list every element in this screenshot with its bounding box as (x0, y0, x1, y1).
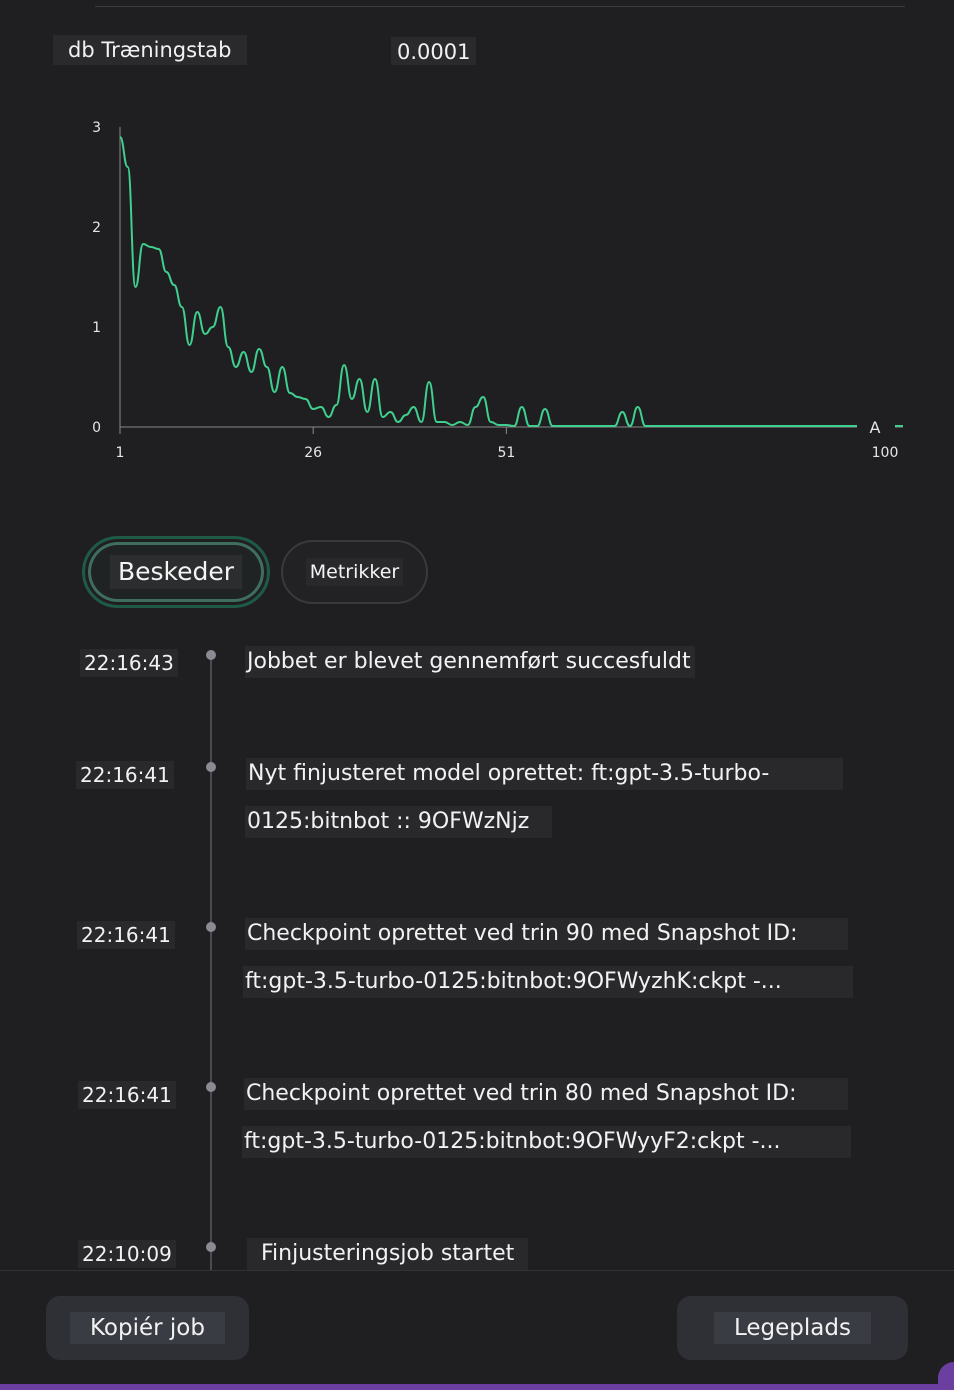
chart-marker: A (857, 416, 895, 438)
copy-job-button[interactable]: Kopiér job (46, 1296, 249, 1360)
accent-corner (938, 1362, 954, 1390)
event-text: Jobbet er blevet gennemført succesfuldt (245, 646, 695, 678)
x-tick-label: 51 (497, 445, 515, 461)
timeline-dot (206, 922, 216, 932)
accent-strip (0, 1384, 954, 1390)
tab-messages-label: Beskeder (109, 555, 243, 589)
event-text: Checkpoint oprettet ved trin 90 med Snap… (245, 918, 848, 950)
event-text: Finjusteringsjob startet (247, 1238, 529, 1270)
event-text: Checkpoint oprettet ved trin 80 med Snap… (244, 1078, 848, 1110)
metric-value: 0.0001 (391, 37, 477, 65)
x-tick-label: 26 (304, 445, 322, 461)
footer-divider (0, 1270, 954, 1271)
metric-label: db Træningstab (53, 35, 247, 65)
y-tick-label: 0 (92, 420, 101, 436)
top-divider (95, 6, 905, 7)
event-time: 22:16:43 (80, 649, 178, 677)
timeline-dot (206, 762, 216, 772)
playground-label: Legeplads (714, 1312, 871, 1344)
tab-metrics-label: Metrikker (305, 558, 404, 586)
y-tick-label: 2 (92, 220, 101, 236)
timeline-line (210, 656, 212, 1270)
copy-job-label: Kopiér job (70, 1312, 225, 1344)
event-text: Nyt finjusteret model oprettet: ft:gpt-3… (246, 758, 843, 790)
loss-series-line (119, 136, 903, 428)
tab-metrics[interactable]: Metrikker (281, 540, 428, 604)
playground-button[interactable]: Legeplads (677, 1296, 908, 1360)
event-text: ft:gpt-3.5-turbo-0125:bitnbot:9OFWyzhK:c… (243, 966, 853, 998)
y-tick-label: 3 (92, 120, 101, 136)
x-tick-label: 100 (872, 445, 899, 461)
event-time: 22:16:41 (78, 1081, 176, 1109)
timeline-dot (206, 1082, 216, 1092)
event-time: 22:10:09 (78, 1240, 176, 1268)
event-text: ft:gpt-3.5-turbo-0125:bitnbot:9OFWyyF2:c… (242, 1126, 851, 1158)
chart-axes (119, 127, 903, 428)
event-time: 22:16:41 (76, 761, 174, 789)
event-time: 22:16:41 (77, 921, 175, 949)
tab-messages[interactable]: Beskeder (82, 536, 270, 608)
marker-label: A (870, 418, 881, 437)
x-tick-label: 1 (116, 445, 125, 461)
marker-background (857, 416, 895, 438)
timeline-dot (206, 650, 216, 660)
event-text: 0125:bitnbot :: 9OFWzNjz (245, 806, 552, 838)
y-tick-label: 1 (92, 320, 101, 336)
timeline-dot (206, 1242, 216, 1252)
